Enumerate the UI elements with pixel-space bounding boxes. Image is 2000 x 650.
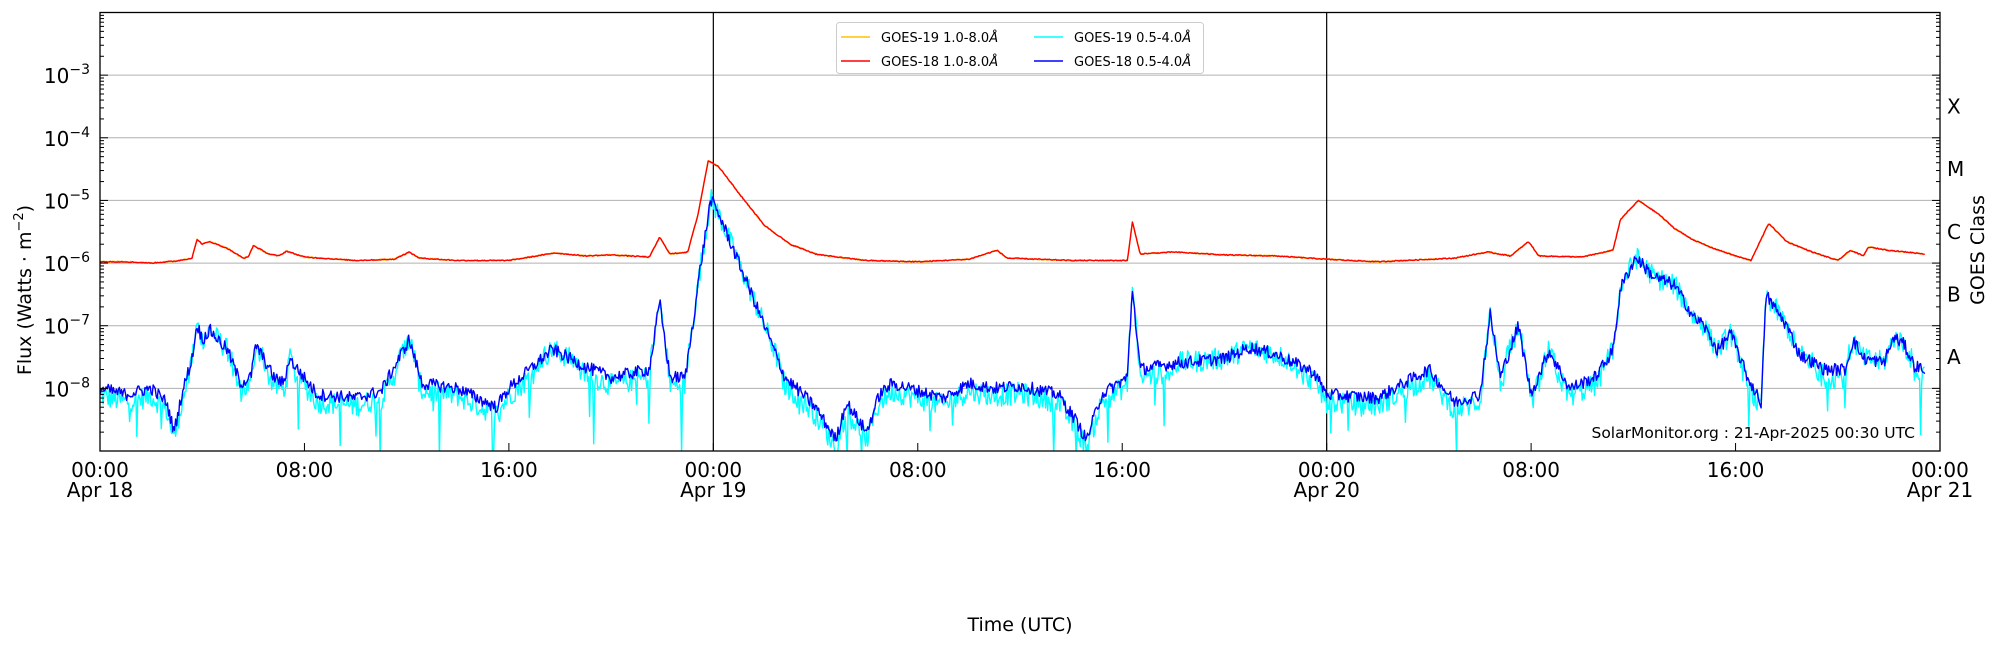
series-line-goes-19-0-5-4-0 [100,189,1925,451]
y-tick-label: 10−4 [44,125,90,151]
legend-label: GOES-19 1.0-8.0Å [881,30,998,46]
x-tick-time: 00:00 [71,458,129,482]
class-label: M [1947,157,1964,181]
class-label: C [1947,220,1961,244]
x-tick-date: Apr 21 [1907,478,1973,502]
series-line-goes-18-0-5-4-0 [100,196,1926,442]
y-tick-label: 10−7 [44,313,90,339]
series-line-goes-18-1-0-8-0 [100,160,1925,265]
x-tick-time: 08:00 [276,458,334,482]
y-tick-label: 10−5 [44,187,90,213]
class-label: A [1947,345,1961,369]
x-tick-time: 16:00 [480,458,538,482]
x-tick-time: 08:00 [889,458,947,482]
legend: GOES-19 1.0-8.0Å GOES-18 1.0-8.0Å GOES-19 … [836,22,1204,74]
x-tick-time: 16:00 [1093,458,1151,482]
class-label: B [1947,282,1961,306]
class-label: X [1947,94,1961,118]
x-tick-time: 00:00 [685,458,743,482]
legend-label: GOES-18 1.0-8.0Å [881,54,998,70]
y-tick-label: 10−8 [44,375,90,401]
x-tick-date: Apr 19 [680,478,746,502]
watermark: SolarMonitor.org : 21-Apr-2025 00:30 UTC [1591,424,1915,442]
y-axis-label: Flux (Watts · m−2) [12,205,36,375]
y-tick-label: 10−6 [44,250,90,276]
x-tick-date: Apr 18 [67,478,133,502]
y-tick-label: 10−3 [44,62,90,88]
y-tick-labels: 10−3 10−4 10−5 10−6 10−7 10−8 [44,62,90,401]
y2-axis-label: GOES Class [1967,195,1989,305]
legend-label: GOES-19 0.5-4.0Å [1074,30,1191,46]
x-tick-time: 08:00 [1502,458,1560,482]
plot-frame [99,11,1941,452]
x-tick-time: 16:00 [1707,458,1765,482]
legend-label: GOES-18 0.5-4.0Å [1074,54,1191,70]
x-tick-date: Apr 20 [1293,478,1359,502]
grid-lines [100,74,1940,389]
series-line-goes-19-1-0-8-0 [100,160,1925,264]
day-boundary-lines [712,12,1328,451]
x-tick-time: 00:00 [1298,458,1356,482]
legend-box [836,22,1204,74]
goes-class-labels: X M C B A [1947,94,1964,369]
x-tick-time: 00:00 [1911,458,1969,482]
axis-ticks [99,14,1941,452]
data-series [100,160,1926,451]
x-axis-label: Time (UTC) [966,614,1072,636]
